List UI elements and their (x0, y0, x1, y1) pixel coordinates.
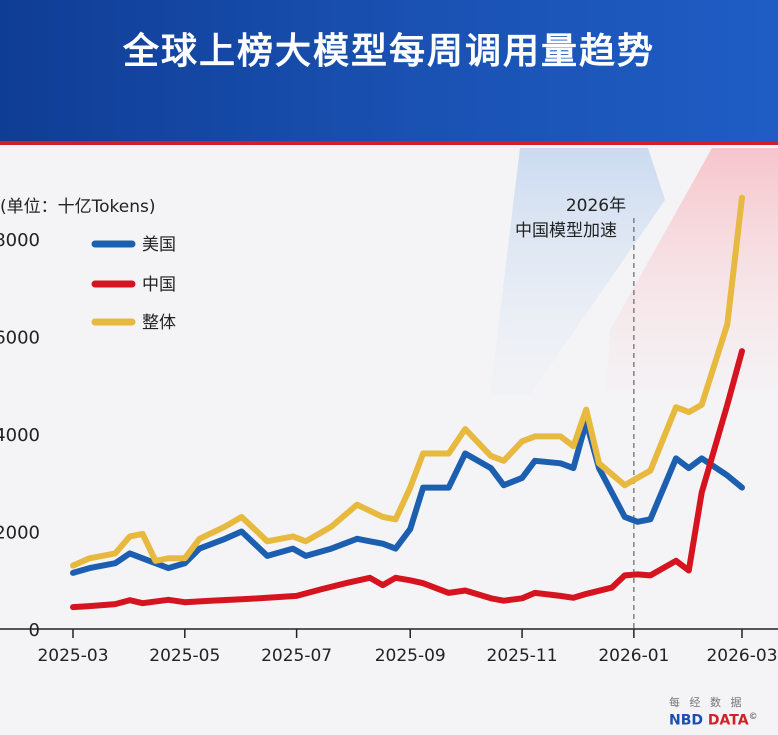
watermark-brand-nbd: NBD (669, 712, 704, 729)
legend-label-usa: 美国 (142, 235, 176, 255)
blue-highlight-band (490, 148, 665, 395)
annotation-text-line2: 中国模型加速 (515, 221, 617, 241)
watermark-text: 每 经 数 据 (669, 696, 745, 709)
y-tick-label: 2000 (0, 523, 40, 544)
x-tick-label: 2025-05 (149, 646, 220, 666)
watermark-copyright-mark: © (748, 712, 758, 722)
x-tick-label: 2025-11 (487, 646, 558, 666)
x-tick-label: 2026-01 (598, 646, 669, 666)
header-accent-rule (0, 141, 778, 145)
y-tick-label: 0 (29, 620, 40, 641)
red-highlight-band (606, 148, 778, 390)
y-tick-label: 4000 (0, 425, 40, 446)
y-tick-label: 6000 (0, 328, 40, 349)
series-line-china (70, 348, 745, 611)
series-line-total (70, 194, 745, 569)
y-tick-label: 8000 (0, 230, 40, 251)
legend-label-total: 整体 (142, 313, 176, 333)
x-tick-label: 2025-07 (261, 646, 332, 666)
legend-label-china: 中国 (142, 275, 176, 295)
watermark-logo: NBD DATA© (669, 712, 758, 729)
watermark-brand-data: DATA (703, 712, 749, 729)
chart-legend: 美国 中国 整体 (91, 235, 176, 333)
trend-chart: 0 2000 4000 6000 8000 2025-03 2025-05 2025-07 2… (0, 148, 778, 666)
header-banner: 全球上榜大模型每周调用量趋势 (0, 0, 778, 145)
x-tick-label: 2025-03 (37, 646, 108, 666)
page-title: 全球上榜大模型每周调用量趋势 (122, 31, 655, 72)
x-tick-label: 2026-03 (706, 646, 777, 666)
annotation-text-line1: 2026年 (566, 196, 626, 216)
unit-label: (单位：十亿Tokens) (0, 197, 156, 217)
series-line-usa (70, 418, 745, 576)
x-tick-label: 2025-09 (375, 646, 446, 666)
